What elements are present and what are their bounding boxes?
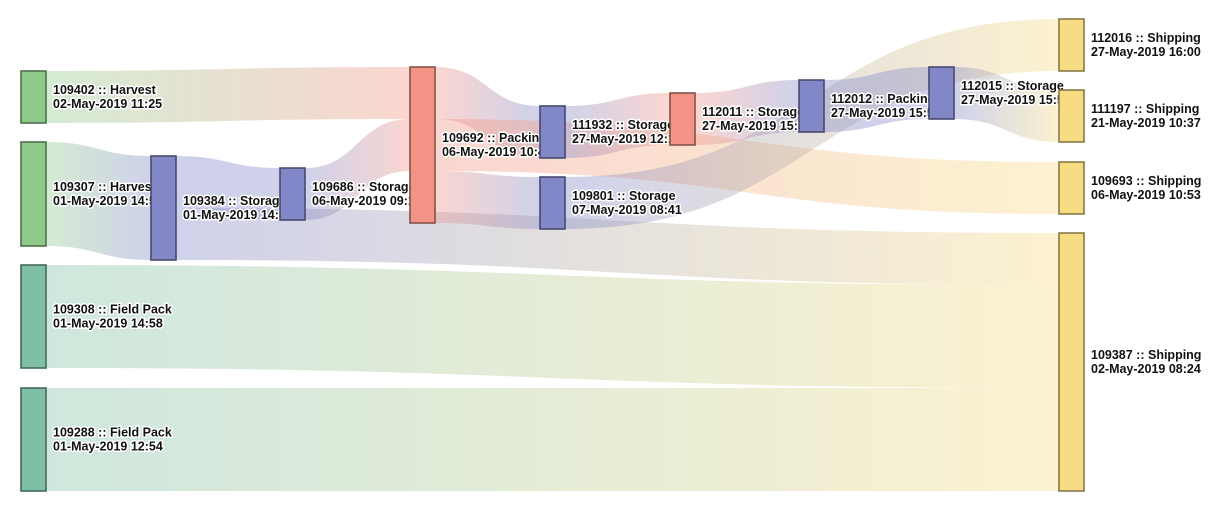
node-timestamp: 01-May-2019 14:54 <box>53 194 163 208</box>
node-title: 109288 :: Field Pack <box>53 426 172 440</box>
node-bar <box>928 66 955 120</box>
node-timestamp: 21-May-2019 10:37 <box>1091 116 1201 130</box>
link-109307-to-109384 <box>46 142 151 260</box>
link-112015-to-111197 <box>954 67 1059 142</box>
node-title: 111197 :: Shipping <box>1091 102 1199 116</box>
node-bar <box>1058 89 1085 143</box>
link-109308-to-109387 <box>46 265 1059 388</box>
node-bar <box>20 141 47 247</box>
node-bar <box>20 264 47 369</box>
node-bar <box>20 70 47 124</box>
links-layer <box>46 19 1059 491</box>
link-109288-to-109387 <box>46 388 1059 491</box>
node-bar <box>279 167 306 221</box>
node-bar <box>150 155 177 261</box>
link-109686-to-109692 <box>305 119 410 220</box>
node-title: 112015 :: Storage <box>961 79 1064 93</box>
node-title: 109307 :: Harvest <box>53 180 157 194</box>
node-title: 109308 :: Field Pack <box>53 303 172 317</box>
node-timestamp: 06-May-2019 10:53 <box>1091 188 1201 202</box>
node-title: 112016 :: Shipping <box>1091 31 1201 45</box>
node-timestamp: 01-May-2019 14:54 <box>183 208 293 222</box>
node-title: 109387 :: Shipping <box>1091 348 1201 362</box>
link-111932-to-112011 <box>565 93 670 158</box>
node-timestamp: 27-May-2019 15:59 <box>961 93 1071 107</box>
node-title: 111932 :: Storage <box>572 118 674 132</box>
node-title: 109693 :: Shipping <box>1091 174 1201 188</box>
node-bar <box>539 176 566 230</box>
node-timestamp: 01-May-2019 12:54 <box>53 440 163 454</box>
node-bar <box>1058 232 1085 492</box>
node-title: 112012 :: Packing <box>831 92 935 106</box>
node-timestamp: 06-May-2019 09:14 <box>312 194 422 208</box>
link-112011-to-112012 <box>695 80 799 145</box>
node-timestamp: 02-May-2019 11:25 <box>53 97 162 111</box>
node-timestamp: 07-May-2019 08:41 <box>572 203 682 217</box>
node-bar <box>1058 161 1085 215</box>
node-timestamp: 27-May-2019 16:00 <box>1091 45 1201 59</box>
node-title: 109801 :: Storage <box>572 189 676 203</box>
node-bar <box>669 92 696 146</box>
node-title: 109402 :: Harvest <box>53 83 157 97</box>
node-title: 109384 :: Storage <box>183 194 287 208</box>
node-timestamp: 27-May-2019 12:11 <box>572 132 681 146</box>
node-bar <box>20 387 47 492</box>
link-109384-to-109387 <box>176 208 1059 285</box>
node-title: 109692 :: Packing <box>442 131 547 145</box>
link-112012-to-112015 <box>824 67 929 132</box>
node-bar <box>798 79 825 133</box>
node-timestamp: 27-May-2019 15:50 <box>702 119 812 133</box>
link-109692-to-109801 <box>435 171 540 229</box>
link-109384-to-109686 <box>176 156 280 220</box>
link-109402-to-109692 <box>46 67 410 123</box>
node-title: 112011 :: Storage <box>702 105 804 119</box>
node-timestamp: 01-May-2019 14:58 <box>53 317 163 331</box>
node-timestamp: 02-May-2019 08:24 <box>1091 362 1201 376</box>
node-bar <box>1058 18 1085 72</box>
node-bar <box>409 66 436 224</box>
node-title: 109686 :: Storage <box>312 180 416 194</box>
node-bar <box>539 105 566 159</box>
node-timestamp: 27-May-2019 15:51 <box>831 106 941 120</box>
node-timestamp: 06-May-2019 10:48 <box>442 145 552 159</box>
